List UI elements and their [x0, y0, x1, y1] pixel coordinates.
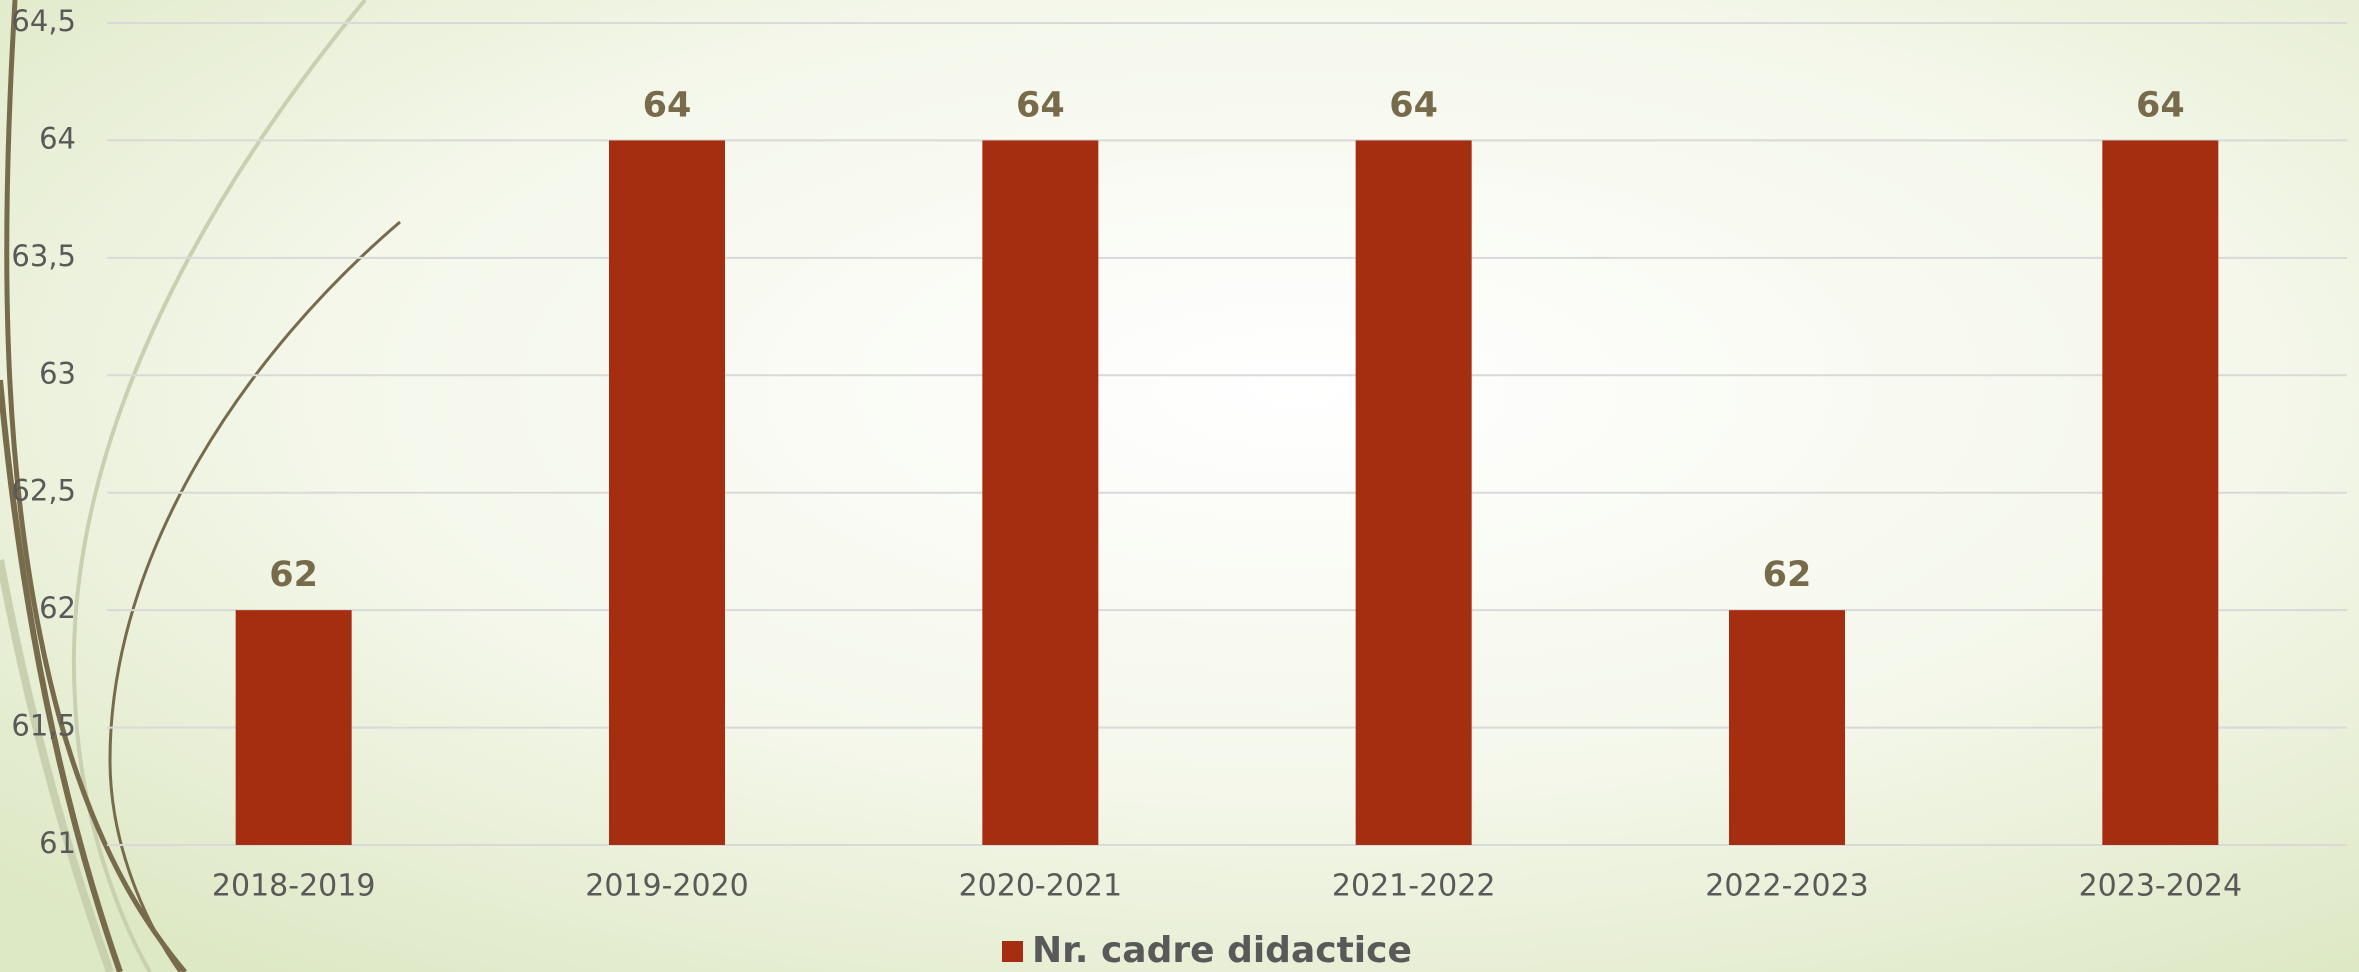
- data-label: 64: [2136, 85, 2185, 125]
- data-label: 62: [1763, 555, 1812, 595]
- y-tick-label: 61: [39, 826, 76, 860]
- bar: [1355, 140, 1472, 845]
- y-tick-label: 63,5: [11, 239, 76, 273]
- bar: [982, 140, 1099, 845]
- x-tick-label: 2018-2019: [212, 869, 376, 904]
- data-label: 64: [1016, 85, 1065, 125]
- x-tick-label: 2021-2022: [1332, 869, 1496, 904]
- bar: [1729, 610, 1845, 845]
- x-tick-label: 2023-2024: [2079, 869, 2243, 904]
- legend-swatch: [1002, 941, 1023, 962]
- data-label: 64: [643, 85, 692, 125]
- y-tick-label: 63: [39, 356, 76, 390]
- data-label: 64: [1389, 85, 1438, 125]
- x-tick-label: 2020-2021: [959, 869, 1123, 904]
- y-tick-label: 64,5: [11, 4, 76, 38]
- y-tick-label: 64: [39, 121, 76, 155]
- decoration: [0, 0, 401, 972]
- legend-label: Nr. cadre didactice: [1032, 930, 1412, 971]
- x-tick-label: 2022-2023: [1705, 869, 1869, 904]
- bar: [235, 610, 352, 845]
- bar: [2102, 140, 2219, 845]
- y-tick-label: 62: [39, 591, 76, 625]
- y-tick-label: 62,5: [11, 474, 76, 508]
- data-label: 62: [269, 555, 318, 595]
- bar: [609, 140, 725, 845]
- y-tick-label: 61,5: [11, 709, 76, 743]
- x-tick-label: 2019-2020: [585, 869, 749, 904]
